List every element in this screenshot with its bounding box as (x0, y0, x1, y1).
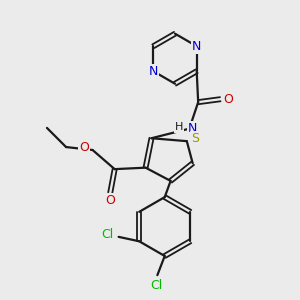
Text: N: N (188, 122, 197, 135)
Text: Cl: Cl (101, 228, 113, 241)
Text: O: O (105, 194, 115, 207)
Text: H: H (175, 122, 183, 132)
Text: O: O (80, 141, 89, 154)
Text: N: N (149, 65, 158, 78)
Text: N: N (192, 40, 201, 53)
Text: O: O (224, 93, 233, 106)
Text: Cl: Cl (150, 279, 162, 292)
Text: S: S (191, 132, 199, 145)
